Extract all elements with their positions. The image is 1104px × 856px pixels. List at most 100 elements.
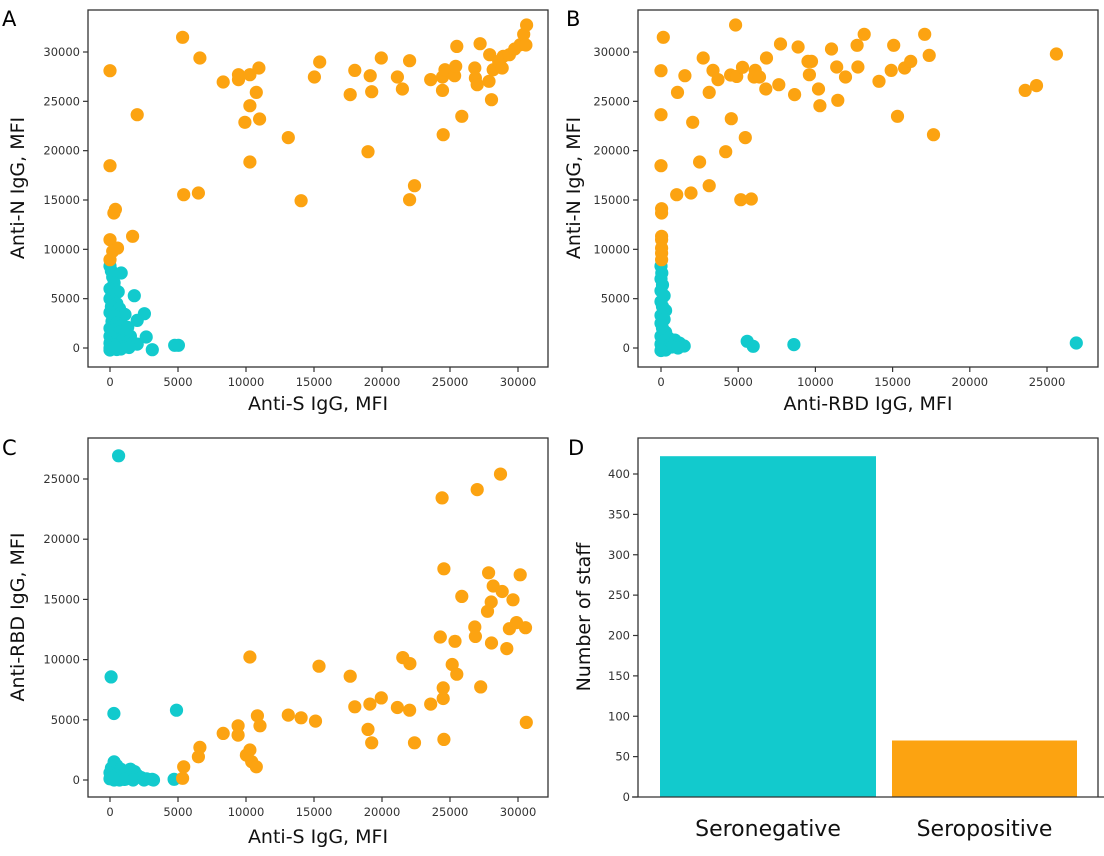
point-seropositive <box>678 69 692 83</box>
point-seropositive <box>343 669 357 683</box>
point-seropositive <box>918 27 932 41</box>
point-seropositive <box>435 83 450 97</box>
x-tick-label: 25000 <box>432 805 469 819</box>
point-seronegative <box>139 330 153 344</box>
y-tick-label: 10000 <box>43 242 80 256</box>
point-seropositive <box>249 760 263 774</box>
x-tick-label: 30000 <box>500 375 537 389</box>
point-seronegative <box>108 340 122 354</box>
point-seropositive <box>424 73 438 87</box>
bar-seropositive <box>892 740 1077 797</box>
point-seropositive <box>480 604 495 618</box>
point-seropositive <box>483 48 497 62</box>
x-tick-label: 0 <box>106 805 113 819</box>
point-seropositive <box>1029 79 1044 93</box>
panel-b-x-label: Anti-RBD IgG, MFI <box>784 393 953 415</box>
point-seropositive <box>243 155 257 169</box>
panel-letter-c: C <box>2 436 17 460</box>
y-tick-label: 15000 <box>593 193 630 207</box>
point-seropositive <box>281 131 295 145</box>
point-seropositive <box>791 40 805 54</box>
y-tick-label: 25000 <box>43 94 80 108</box>
point-seropositive <box>693 155 707 169</box>
panel-letter-b: B <box>566 7 580 31</box>
point-seropositive <box>830 60 844 74</box>
y-tick-label: 400 <box>608 467 630 481</box>
point-seronegative <box>127 289 141 303</box>
point-seropositive <box>436 691 450 706</box>
x-tick-label: 5000 <box>724 375 753 389</box>
point-seropositive <box>468 61 482 75</box>
point-seropositive <box>851 60 865 74</box>
point-seropositive <box>744 192 758 206</box>
point-seropositive <box>436 128 450 142</box>
point-seropositive <box>470 78 484 92</box>
point-seropositive <box>702 179 716 193</box>
point-seropositive <box>696 51 710 65</box>
point-seropositive <box>813 99 827 113</box>
point-seropositive <box>348 700 362 714</box>
y-tick-label: 150 <box>608 669 630 683</box>
point-seropositive <box>455 589 469 604</box>
point-seropositive <box>361 722 375 737</box>
panel-a-y-label: Anti-N IgG, MFI <box>7 117 29 259</box>
point-seropositive <box>130 108 144 122</box>
point-seropositive <box>872 74 886 88</box>
point-seropositive <box>348 63 362 77</box>
point-seropositive <box>365 736 379 750</box>
point-seropositive <box>448 634 462 648</box>
point-seropositive <box>395 82 409 96</box>
point-seropositive <box>231 719 245 733</box>
point-seropositive <box>390 70 404 84</box>
point-seropositive <box>231 68 246 82</box>
point-seropositive <box>711 73 725 87</box>
point-seropositive <box>437 732 451 747</box>
panel-a-x-label: Anti-S IgG, MFI <box>248 393 388 415</box>
panel-a-points <box>103 18 534 357</box>
x-tick-label: 5000 <box>163 375 192 389</box>
x-tick-label: 15000 <box>874 375 911 389</box>
point-seropositive <box>407 179 422 193</box>
y-tick-label: 30000 <box>593 45 630 59</box>
point-seropositive <box>313 55 327 69</box>
point-seropositive <box>654 159 668 173</box>
point-seronegative <box>137 773 151 787</box>
panel-c-x-label: Anti-S IgG, MFI <box>248 826 388 848</box>
y-tick-label: 0 <box>623 341 630 355</box>
panel-a-x-ticks: 0 5000 10000 15000 20000 25000 30000 <box>106 367 536 389</box>
y-tick-label: 5000 <box>601 292 630 306</box>
y-tick-label: 20000 <box>43 144 80 158</box>
point-seropositive <box>343 88 357 102</box>
y-tick-label: 0 <box>73 773 80 787</box>
point-seropositive <box>250 709 264 723</box>
point-seropositive <box>177 188 191 202</box>
point-seropositive <box>436 681 450 695</box>
x-tick-label: 10000 <box>228 375 265 389</box>
point-seropositive <box>655 229 669 243</box>
point-seropositive <box>519 38 533 52</box>
point-seropositive <box>103 64 117 78</box>
point-seropositive <box>518 621 533 635</box>
point-seronegative <box>171 338 185 352</box>
panel-a-frame <box>87 9 549 368</box>
x-tick-label: 5000 <box>163 805 192 819</box>
point-seropositive <box>772 78 786 92</box>
point-seropositive <box>670 85 685 99</box>
panel-d-category-labels: Seronegative Seropositive <box>695 817 1052 842</box>
point-seropositive <box>926 128 941 142</box>
point-seropositive <box>103 159 117 173</box>
point-seronegative <box>146 773 161 787</box>
point-seropositive <box>312 659 326 673</box>
point-seropositive <box>294 711 308 725</box>
point-seropositive <box>108 202 122 216</box>
point-seropositive <box>513 568 527 582</box>
point-seropositive <box>253 112 267 126</box>
y-tick-label: 200 <box>608 629 630 643</box>
panel-b-y-label: Anti-N IgG, MFI <box>563 117 585 259</box>
point-seropositive <box>484 636 499 650</box>
point-seropositive <box>686 115 700 129</box>
y-tick-label: 50 <box>615 750 630 764</box>
point-seropositive <box>654 64 668 78</box>
point-seropositive <box>449 59 463 73</box>
